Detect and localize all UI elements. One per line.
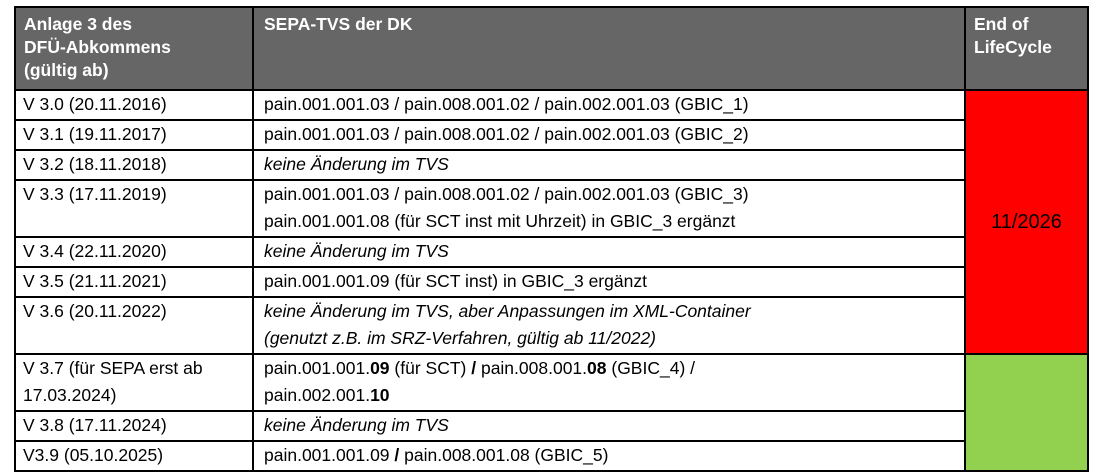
table-row: V 3.4 (22.11.2020) keine Änderung im TVS xyxy=(14,236,1088,268)
version-cell: V 3.7 (für SEPA erst ab 17.03.2024) xyxy=(14,353,254,412)
tvs-description-line: pain.002.001.10 xyxy=(264,385,390,405)
version-cell: V 3.2 (18.11.2018) xyxy=(14,149,254,181)
tvs-description-cell: pain.001.001.03 / pain.008.001.02 / pain… xyxy=(252,119,966,151)
version-cell: V 3.8 (17.11.2024) xyxy=(14,410,254,442)
header-end-of-lifecycle: End of LifeCycle xyxy=(964,6,1089,91)
sepa-tvs-version-table: Anlage 3 des DFÜ-Abkommens (gültig ab) S… xyxy=(14,6,1089,472)
table-row: V 3.7 (für SEPA erst ab 17.03.2024) pain.… xyxy=(14,353,1089,472)
tvs-description-cell: pain.001.001.03 / pain.008.001.02 / pain… xyxy=(252,89,966,121)
tvs-description-line: (genutzt z.B. im SRZ-Verfahren, gültig a… xyxy=(264,328,656,348)
header-sepa-tvs-der-dk: SEPA-TVS der DK xyxy=(252,6,966,91)
table-row: V3.9 (05.10.2025) pain.001.001.09 / pain.… xyxy=(14,440,1088,472)
table-row: V 3.2 (18.11.2018) keine Änderung im TVS xyxy=(14,149,1088,181)
tvs-description-line: pain.001.001.03 / pain.008.001.02 / pain… xyxy=(264,94,749,114)
table-row: V 3.0 (20.11.2016) pain.001.001.03 / pain… xyxy=(14,89,1089,355)
tvs-description-line: keine Änderung im TVS xyxy=(264,241,449,261)
table-row: V 3.5 (21.11.2021) pain.001.001.09 (für S… xyxy=(14,266,1088,298)
version-cell: V3.9 (05.10.2025) xyxy=(14,440,254,472)
tvs-description-cell: keine Änderung im TVS xyxy=(252,236,966,268)
tvs-description-cell: keine Änderung im TVS xyxy=(252,149,966,181)
version-cell: V 3.1 (19.11.2017) xyxy=(14,119,254,151)
tvs-description-line: pain.001.001.03 / pain.008.001.02 / pain… xyxy=(264,184,749,204)
lifecycle-active-cell xyxy=(964,353,1089,472)
version-cell: V 3.4 (22.11.2020) xyxy=(14,236,254,268)
version-cell: V 3.3 (17.11.2019) xyxy=(14,179,254,238)
header-row: Anlage 3 des DFÜ-Abkommens (gültig ab) S… xyxy=(14,6,1089,91)
header-anlage-dfue-abkommen: Anlage 3 des DFÜ-Abkommens (gültig ab) xyxy=(14,6,254,91)
table-row: V 3.1 (19.11.2017) pain.001.001.03 / pain… xyxy=(14,119,1088,151)
lifecycle-date-cell: 11/2026 xyxy=(964,89,1089,355)
tvs-description-line: pain.001.001.08 (für SCT inst mit Uhrzei… xyxy=(264,211,736,231)
tvs-description-cell: pain.001.001.09 / pain.008.001.08 (GBIC_… xyxy=(252,440,966,472)
table-row: V 3.6 (20.11.2022) keine Änderung im TVS,… xyxy=(14,296,1088,355)
tvs-description-line: pain.001.001.09 (für SCT) / pain.008.001… xyxy=(264,358,695,378)
table-row: V 3.3 (17.11.2019) pain.001.001.03 / pain… xyxy=(14,179,1088,238)
tvs-description-line: keine Änderung im TVS xyxy=(264,415,449,435)
version-cell: V 3.0 (20.11.2016) xyxy=(14,89,254,121)
tvs-description-cell: keine Änderung im TVS xyxy=(252,410,966,442)
version-cell: V 3.6 (20.11.2022) xyxy=(14,296,254,355)
tvs-description-line: pain.001.001.09 (für SCT inst) in GBIC_3… xyxy=(264,271,647,291)
version-cell: V 3.5 (21.11.2021) xyxy=(14,266,254,298)
tvs-description-line: pain.001.001.09 / pain.008.001.08 (GBIC_… xyxy=(264,445,609,465)
tvs-description-cell: pain.001.001.09 (für SCT) / pain.008.001… xyxy=(252,353,966,412)
tvs-description-line: keine Änderung im TVS, aber Anpassungen … xyxy=(264,301,751,321)
tvs-description-cell: keine Änderung im TVS, aber Anpassungen … xyxy=(252,296,966,355)
tvs-description-line: pain.001.001.03 / pain.008.001.02 / pain… xyxy=(264,124,749,144)
table-row: V 3.8 (17.11.2024) keine Änderung im TVS xyxy=(14,410,1088,442)
tvs-description-cell: pain.001.001.09 (für SCT inst) in GBIC_3… xyxy=(252,266,966,298)
tvs-description-line: keine Änderung im TVS xyxy=(264,154,449,174)
tvs-description-cell: pain.001.001.03 / pain.008.001.02 / pain… xyxy=(252,179,966,238)
